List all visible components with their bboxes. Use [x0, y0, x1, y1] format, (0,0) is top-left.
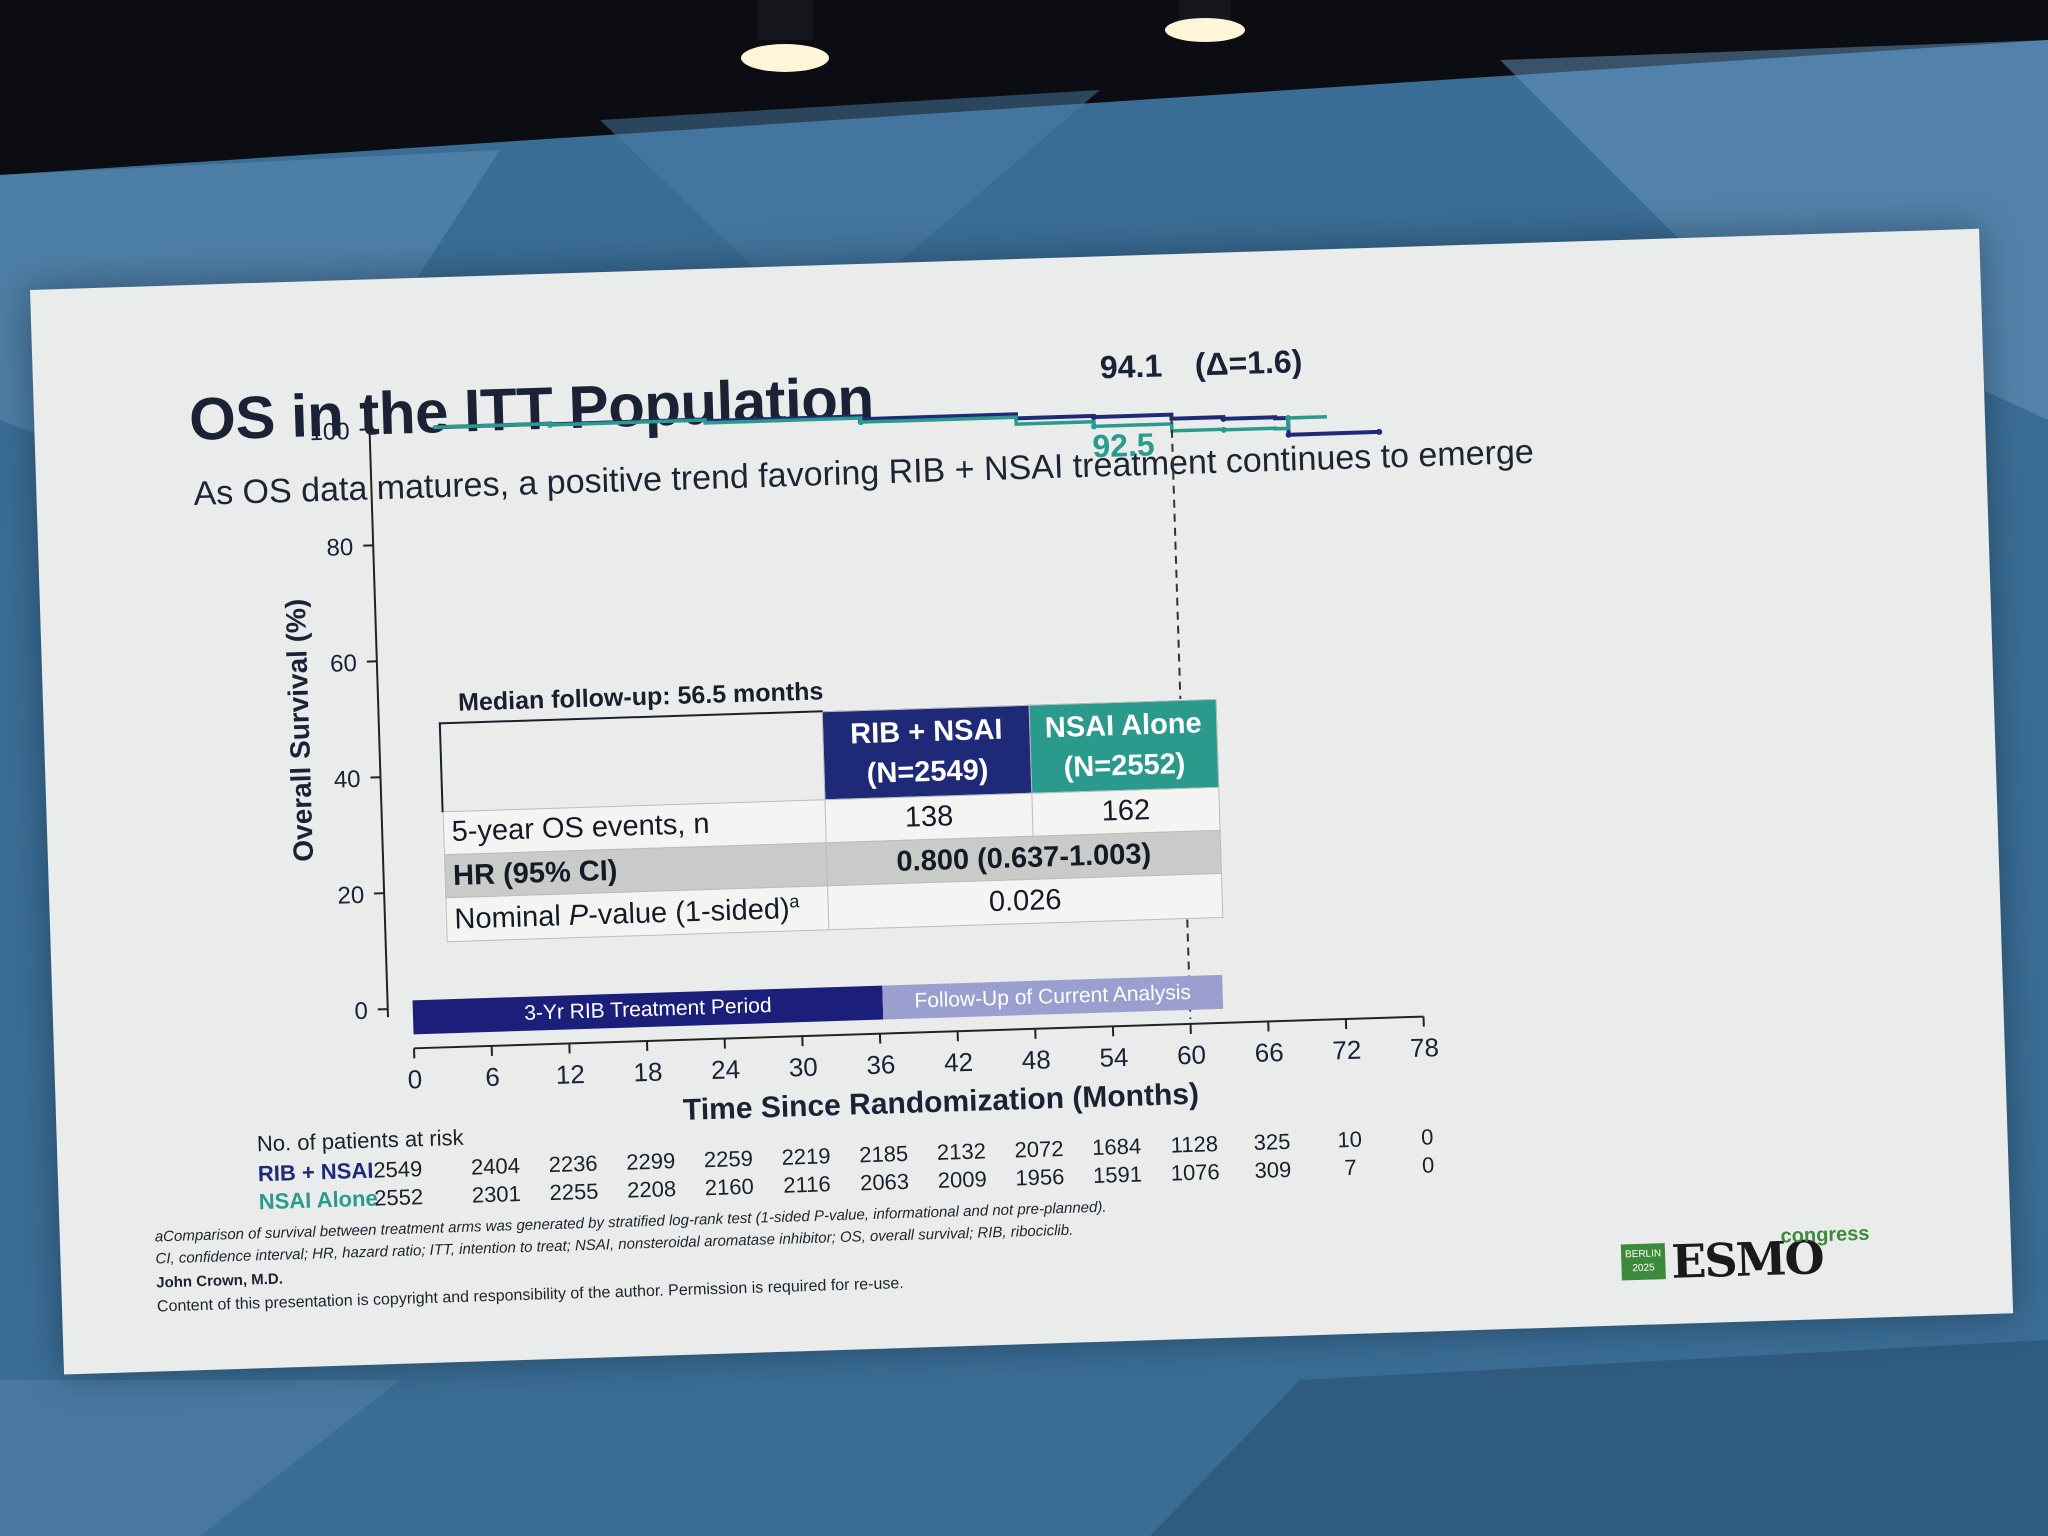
x-tick-label: 0: [407, 1064, 422, 1094]
km-chart: 0 20 40 60 80 100 0 6 12 18 24 30 36 42 48 54 60 66 72 78 9…: [280, 343, 1440, 1127]
at-risk-cell-rib: 1684: [1091, 1133, 1142, 1161]
cell-events-nsai: 162: [1031, 786, 1221, 837]
y-tick-label: 0: [354, 998, 368, 1025]
censor-mark: [1220, 426, 1227, 433]
x-axis-line: [413, 1015, 1424, 1050]
at-risk-cell-rib: 2299: [625, 1148, 676, 1175]
censor-mark: [1376, 428, 1383, 435]
y-axis-line: [368, 419, 390, 1018]
at-risk-cell-nsai: 2255: [549, 1178, 599, 1206]
esmo-congress: congress: [1780, 1222, 1870, 1248]
annotation-delta: (Δ=1.6): [1194, 343, 1303, 382]
at-risk-cell-rib: 2185: [858, 1140, 909, 1168]
at-risk-cell-nsai: 0: [1421, 1152, 1435, 1178]
censor-mark: [1090, 414, 1097, 421]
x-tick-label: 54: [1099, 1042, 1129, 1073]
at-risk-cell-nsai: 1591: [1092, 1161, 1143, 1189]
y-tick-label: 60: [330, 650, 358, 678]
series-line-nsai-alone: [433, 414, 1327, 433]
ceiling-light: [741, 0, 829, 72]
y-tick-label: 80: [326, 534, 354, 562]
pvalue-label-p: P: [568, 899, 589, 933]
censor-mark: [1285, 414, 1292, 421]
x-tick-label: 36: [866, 1049, 896, 1080]
badge-year: 2025: [1632, 1262, 1655, 1275]
y-axis-label: Overall Survival (%): [280, 598, 319, 862]
censor-mark: [1285, 431, 1292, 438]
at-risk-cell-rib: 2219: [781, 1143, 831, 1170]
header-blank: [439, 711, 825, 812]
header-rib-n: (N=2549): [866, 754, 989, 790]
chart-axes: [368, 419, 1424, 1050]
pvalue-label-b: -value (1-sided): [587, 893, 791, 932]
at-risk-cell-rib: 2236: [548, 1150, 598, 1178]
x-axis-label: Time Since Randomization (Months): [683, 1078, 1200, 1127]
at-risk-cell-nsai: 2208: [626, 1176, 677, 1203]
pvalue-label-a: Nominal: [453, 900, 570, 937]
cell-events-rib: 138: [824, 792, 1034, 843]
x-tick-label: 30: [788, 1052, 818, 1083]
stats-table: RIB + NSAI (N=2549) NSAI Alone (N=2552) …: [438, 697, 1224, 943]
at-risk-cell-nsai: 1956: [1015, 1163, 1065, 1191]
at-risk-cell-nsai: 2009: [937, 1166, 988, 1193]
at-risk-cell-rib: 0: [1420, 1124, 1434, 1150]
y-tick-label: 40: [333, 766, 361, 794]
at-risk-cell-rib: 2259: [703, 1145, 754, 1173]
badge-city: BERLIN: [1624, 1248, 1662, 1261]
ceiling-light: [1165, 0, 1245, 42]
at-risk-cell-rib: 2072: [1014, 1135, 1064, 1163]
x-tick-label: 12: [555, 1059, 585, 1090]
x-tick-label: 24: [711, 1054, 741, 1085]
at-risk-cell-rib: 2549: [372, 1156, 423, 1183]
at-risk-cell-rib: 2132: [936, 1138, 987, 1165]
x-tick-label: 72: [1332, 1035, 1362, 1066]
at-risk-cell-rib: 1128: [1170, 1131, 1219, 1158]
header-rib-nsai: RIB + NSAI (N=2549): [822, 704, 1032, 800]
esmo-badge: BERLIN 2025: [1620, 1243, 1666, 1281]
y-tick-label: 100: [309, 418, 350, 446]
at-risk-cell-rib: 10: [1336, 1126, 1363, 1153]
header-nsai-n: (N=2552): [1063, 747, 1186, 784]
annotation-nsai-value: 92.5: [1092, 426, 1155, 464]
censor-mark: [1220, 415, 1227, 422]
header-nsai-alone: NSAI Alone (N=2552): [1029, 698, 1219, 793]
at-risk-cell-nsai: 2160: [704, 1173, 755, 1201]
x-tick-label: 18: [633, 1057, 663, 1088]
at-risk-cell-nsai: 309: [1254, 1156, 1292, 1183]
x-tick-label: 60: [1177, 1039, 1207, 1070]
at-risk-cell-nsai: 2116: [782, 1171, 831, 1198]
at-risk-rib-label: RIB + NSAI: [257, 1157, 374, 1187]
at-risk-cell-nsai: 2063: [859, 1168, 910, 1196]
at-risk-cell-nsai: 2552: [373, 1184, 424, 1211]
x-tick-label: 48: [1021, 1044, 1051, 1075]
censor-mark: [546, 421, 553, 428]
chart-ticks: 0 20 40 60 80 100 0 6 12 18 24 30 36 42 48 54 60 66 72 78: [309, 418, 1440, 1094]
censor-mark: [857, 419, 864, 426]
pvalue-sup: a: [789, 891, 800, 912]
x-tick-label: 66: [1254, 1037, 1284, 1068]
annotation-rib-value: 94.1: [1099, 347, 1162, 385]
at-risk-cell-rib: 325: [1253, 1128, 1291, 1155]
at-risk-cell-nsai: 1076: [1170, 1159, 1221, 1186]
y-tick-label: 20: [337, 882, 365, 910]
x-tick-label: 78: [1410, 1032, 1440, 1063]
x-tick-label: 42: [944, 1047, 974, 1078]
at-risk-cell-rib: 2404: [470, 1153, 521, 1180]
censor-mark: [1091, 423, 1098, 430]
x-tick-label: 6: [485, 1062, 500, 1092]
header-rib-name: RIB + NSAI: [849, 713, 1003, 751]
presentation-slide: OS in the ITT Population As OS data matu…: [30, 228, 2014, 1375]
chart-series: [433, 412, 1383, 438]
header-nsai-name: NSAI Alone: [1044, 707, 1203, 745]
at-risk-cell-nsai: 2301: [471, 1181, 522, 1208]
at-risk-cell-nsai: 7: [1343, 1154, 1358, 1181]
